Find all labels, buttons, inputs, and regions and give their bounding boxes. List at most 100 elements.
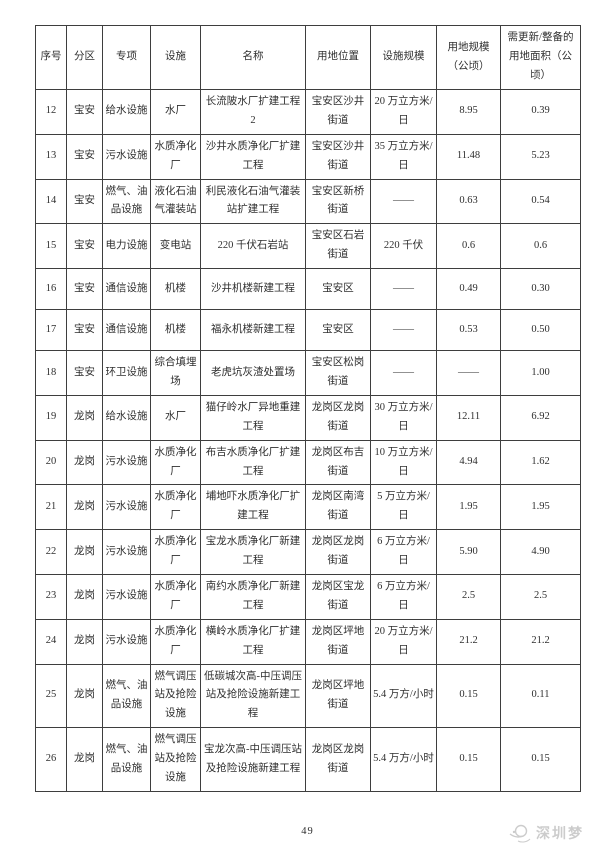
cell-seq: 22	[35, 529, 67, 576]
cell-specialty: 污水设施	[102, 618, 151, 665]
cell-location: 宝安区松岗街道	[305, 350, 371, 396]
cell-district: 龙岗	[66, 439, 103, 486]
cell-specialty: 给水设施	[102, 89, 151, 135]
cell-specialty: 通信设施	[102, 268, 151, 311]
table-row: 26 龙岗 燃气、油品设施 燃气调压站及抢险设施 宝龙次高-中压调压站及抢险设施…	[35, 727, 581, 792]
cell-location: 宝安区	[305, 268, 371, 311]
cell-land-scale: 0.63	[436, 178, 501, 225]
cell-land-scale: 21.2	[436, 618, 501, 665]
cell-land-scale: 0.53	[436, 309, 501, 352]
cell-specialty: 燃气、油品设施	[102, 727, 151, 792]
cell-district: 龙岗	[66, 574, 103, 620]
cell-facility: 水质净化厂	[150, 133, 201, 180]
cell-facility-scale: 5 万立方米/日	[370, 484, 437, 531]
cell-facility-scale: 220 千伏	[370, 223, 437, 270]
cell-seq: 16	[35, 268, 67, 311]
cell-name: 宝龙水质净化厂新建工程	[200, 529, 306, 576]
cell-location: 宝安区沙井街道	[305, 133, 371, 180]
cell-specialty: 电力设施	[102, 223, 151, 270]
cell-land-scale: 2.5	[436, 574, 501, 620]
cell-name: 长流陂水厂扩建工程 2	[200, 89, 306, 135]
cell-facility: 水质净化厂	[150, 439, 201, 486]
cell-renewal-area: 0.6	[500, 223, 581, 270]
cell-renewal-area: 0.54	[500, 178, 581, 225]
cell-location: 宝安区沙井街道	[305, 89, 371, 135]
cell-name: 220 千伏石岩站	[200, 223, 306, 270]
cell-name: 宝龙次高-中压调压站及抢险设施新建工程	[200, 727, 306, 792]
shenzhen-dream-logo-icon	[508, 822, 532, 844]
cell-name: 沙井机楼新建工程	[200, 268, 306, 311]
cell-specialty: 污水设施	[102, 529, 151, 576]
cell-location: 宝安区新桥街道	[305, 178, 371, 225]
table-row: 22 龙岗 污水设施 水质净化厂 宝龙水质净化厂新建工程 龙岗区龙岗街道 6 万…	[35, 529, 581, 576]
cell-renewal-area: 0.30	[500, 268, 581, 311]
cell-specialty: 燃气、油品设施	[102, 663, 151, 729]
cell-name: 老虎坑灰渣处置场	[200, 350, 306, 396]
cell-location: 龙岗区龙岗街道	[305, 529, 371, 576]
cell-facility-scale: 6 万立方米/日	[370, 529, 437, 576]
cell-district: 龙岗	[66, 618, 103, 665]
table-row: 18 宝安 环卫设施 综合填埋场 老虎坑灰渣处置场 宝安区松岗街道 —— —— …	[35, 350, 581, 396]
cell-facility: 变电站	[150, 223, 201, 270]
cell-district: 宝安	[66, 178, 103, 225]
cell-facility-scale: 20 万立方米/日	[370, 89, 437, 135]
table-row: 23 龙岗 污水设施 水质净化厂 南约水质净化厂新建工程 龙岗区宝龙街道 6 万…	[35, 574, 581, 620]
cell-specialty: 环卫设施	[102, 350, 151, 396]
table-row: 13 宝安 污水设施 水质净化厂 沙井水质净化厂扩建工程 宝安区沙井街道 35 …	[35, 133, 581, 180]
cell-location: 宝安区	[305, 309, 371, 352]
cell-land-scale: 12.11	[436, 394, 501, 441]
cell-facility: 燃气调压站及抢险设施	[150, 727, 201, 792]
cell-renewal-area: 0.11	[500, 663, 581, 729]
cell-district: 龙岗	[66, 727, 103, 792]
cell-seq: 24	[35, 618, 67, 665]
cell-facility-scale: 20 万立方米/日	[370, 618, 437, 665]
cell-district: 龙岗	[66, 484, 103, 531]
table-row: 16 宝安 通信设施 机楼 沙井机楼新建工程 宝安区 —— 0.49 0.30	[35, 268, 581, 311]
cell-location: 宝安区石岩街道	[305, 223, 371, 270]
cell-facility: 综合填埋场	[150, 350, 201, 396]
cell-renewal-area: 2.5	[500, 574, 581, 620]
cell-facility-scale: ——	[370, 268, 437, 311]
table-row: 14 宝安 燃气、油品设施 液化石油气灌装站 利民液化石油气灌装站扩建工程 宝安…	[35, 178, 581, 225]
header-renewal-area: 需更新/整备的用地面积（公顷）	[500, 25, 581, 90]
cell-seq: 18	[35, 350, 67, 396]
cell-facility-scale: 35 万立方米/日	[370, 133, 437, 180]
cell-location: 龙岗区南湾街道	[305, 484, 371, 531]
cell-facility: 水质净化厂	[150, 574, 201, 620]
cell-facility-scale: 5.4 万方/小时	[370, 727, 437, 792]
table-row: 24 龙岗 污水设施 水质净化厂 横岭水质净化厂扩建工程 龙岗区坪地街道 20 …	[35, 618, 581, 665]
cell-name: 埔地吓水质净化厂扩建工程	[200, 484, 306, 531]
cell-seq: 26	[35, 727, 67, 792]
cell-specialty: 通信设施	[102, 309, 151, 352]
cell-facility-scale: ——	[370, 178, 437, 225]
cell-land-scale: 0.15	[436, 663, 501, 729]
cell-district: 宝安	[66, 89, 103, 135]
table-row: 17 宝安 通信设施 机楼 福永机楼新建工程 宝安区 —— 0.53 0.50	[35, 309, 581, 352]
cell-seq: 13	[35, 133, 67, 180]
cell-district: 宝安	[66, 350, 103, 396]
cell-facility-scale: 30 万立方米/日	[370, 394, 437, 441]
cell-location: 龙岗区龙岗街道	[305, 727, 371, 792]
watermark: 深圳梦	[508, 822, 584, 844]
cell-name: 沙井水质净化厂扩建工程	[200, 133, 306, 180]
cell-specialty: 给水设施	[102, 394, 151, 441]
cell-district: 宝安	[66, 133, 103, 180]
cell-facility-scale: 10 万立方米/日	[370, 439, 437, 486]
header-district: 分区	[66, 25, 103, 90]
cell-land-scale: 0.49	[436, 268, 501, 311]
cell-seq: 21	[35, 484, 67, 531]
cell-facility: 水质净化厂	[150, 484, 201, 531]
cell-land-scale: 0.15	[436, 727, 501, 792]
header-facility-scale: 设施规模	[370, 25, 437, 90]
cell-renewal-area: 5.23	[500, 133, 581, 180]
header-facility: 设施	[150, 25, 201, 90]
cell-specialty: 污水设施	[102, 574, 151, 620]
cell-facility: 水厂	[150, 394, 201, 441]
cell-specialty: 污水设施	[102, 439, 151, 486]
cell-land-scale: 5.90	[436, 529, 501, 576]
header-seq: 序号	[35, 25, 67, 90]
table-header: 序号 分区 专项 设施 名称 用地位置 设施规模 用地规模（公顷） 需更新/整备…	[35, 25, 581, 90]
cell-name: 利民液化石油气灌装站扩建工程	[200, 178, 306, 225]
cell-location: 龙岗区龙岗街道	[305, 394, 371, 441]
